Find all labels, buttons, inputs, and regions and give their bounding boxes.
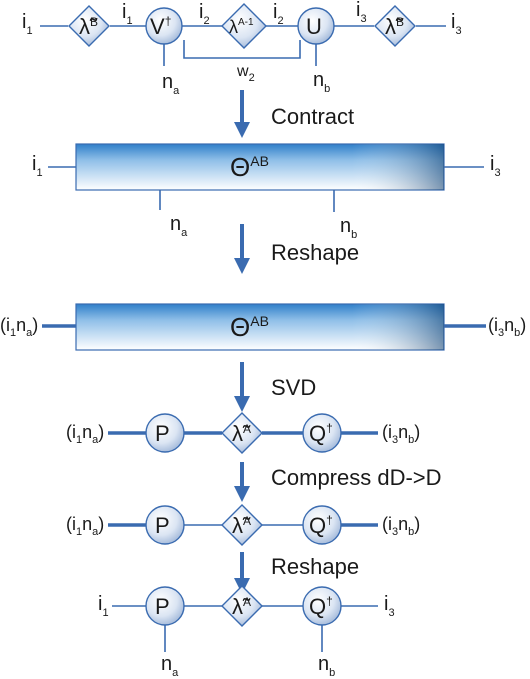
label-nb-top: nb bbox=[313, 69, 330, 95]
row-original-network bbox=[40, 25, 446, 66]
label-i1-outer-left: i1 bbox=[22, 11, 33, 37]
label-na-top: na bbox=[162, 71, 180, 97]
step-label-contract: Contract bbox=[271, 104, 354, 129]
step-label-compress: Compress dD->D bbox=[271, 465, 442, 490]
label-i3-outer-right: i3 bbox=[451, 11, 462, 37]
label-i3-final: i3 bbox=[384, 593, 395, 619]
u-symbol: U bbox=[306, 14, 322, 39]
q-dagger-symbol-compressed: Q† bbox=[309, 513, 333, 538]
lambda-a-inverse-node: λA-1 bbox=[221, 3, 267, 49]
label-i1na-compressed: (i1na) bbox=[66, 514, 104, 538]
v-dagger-node: V† bbox=[145, 7, 183, 45]
label-nb-final: nb bbox=[318, 653, 335, 679]
q-dagger-node-final: Q† bbox=[302, 586, 342, 626]
theta-matrix-symbol: ΘAB bbox=[230, 312, 269, 342]
step-label-reshape-2: Reshape bbox=[271, 554, 359, 579]
p-symbol-svd: P bbox=[155, 421, 170, 446]
q-dagger-node-compressed: Q† bbox=[302, 505, 342, 545]
step-label-reshape-1: Reshape bbox=[271, 240, 359, 265]
label-i1-final: i1 bbox=[98, 593, 109, 619]
label-i3-inner: i3 bbox=[356, 0, 367, 25]
p-symbol-final: P bbox=[155, 594, 170, 619]
label-i3nb-compressed: (i3nb) bbox=[382, 514, 420, 538]
label-i3nb-theta: (i3nb) bbox=[488, 315, 526, 339]
label-i1-theta: i1 bbox=[32, 153, 43, 179]
label-i2-right: i2 bbox=[273, 1, 284, 27]
row-svd: P λ̃A Q† bbox=[108, 412, 378, 454]
q-dagger-node-svd: Q† bbox=[302, 413, 342, 453]
lambda-b-left-node: λ̃B bbox=[68, 5, 110, 47]
label-i1-inner: i1 bbox=[122, 1, 133, 27]
q-dagger-symbol-svd: Q† bbox=[309, 421, 333, 446]
label-i3nb-svd: (i3nb) bbox=[382, 422, 420, 446]
row-theta-four-leg: ΘAB bbox=[48, 143, 484, 212]
lambda-a-inverse-symbol: λA-1 bbox=[229, 17, 254, 37]
u-node: U bbox=[297, 7, 335, 45]
row-final: P λ̃A Q† bbox=[112, 585, 378, 652]
lambda-a-node-svd: λ̃A bbox=[221, 412, 263, 454]
label-i1na-theta: (i1na) bbox=[0, 315, 38, 339]
row-theta-matrix: ΘAB bbox=[42, 303, 486, 351]
theta-bar-shade bbox=[76, 144, 444, 190]
label-w2: w2 bbox=[236, 63, 255, 84]
label-i1na-svd: (i1na) bbox=[66, 422, 104, 446]
label-na-final: na bbox=[161, 653, 179, 679]
row-compressed: P λ̃A Q† bbox=[108, 504, 378, 546]
label-na-theta: na bbox=[170, 213, 188, 239]
lambda-a-node-compressed: λ̃A bbox=[221, 504, 263, 546]
label-i2-left: i2 bbox=[199, 1, 210, 27]
label-i3-theta: i3 bbox=[490, 153, 501, 179]
p-node-compressed: P bbox=[145, 505, 185, 545]
p-node-final: P bbox=[145, 586, 185, 626]
q-dagger-symbol-final: Q† bbox=[309, 594, 333, 619]
bond-w2 bbox=[183, 40, 301, 59]
theta-symbol: ΘAB bbox=[230, 152, 269, 182]
lambda-b-right-node: λ̃B bbox=[374, 5, 416, 47]
p-node-svd: P bbox=[145, 413, 185, 453]
lambda-a-node-final: λ̃A bbox=[221, 585, 263, 627]
theta-matrix-shade bbox=[76, 304, 444, 350]
step-label-svd: SVD bbox=[271, 375, 316, 400]
label-nb-theta: nb bbox=[340, 215, 357, 241]
p-symbol-compressed: P bbox=[155, 513, 170, 538]
v-dagger-symbol: V† bbox=[150, 14, 171, 39]
